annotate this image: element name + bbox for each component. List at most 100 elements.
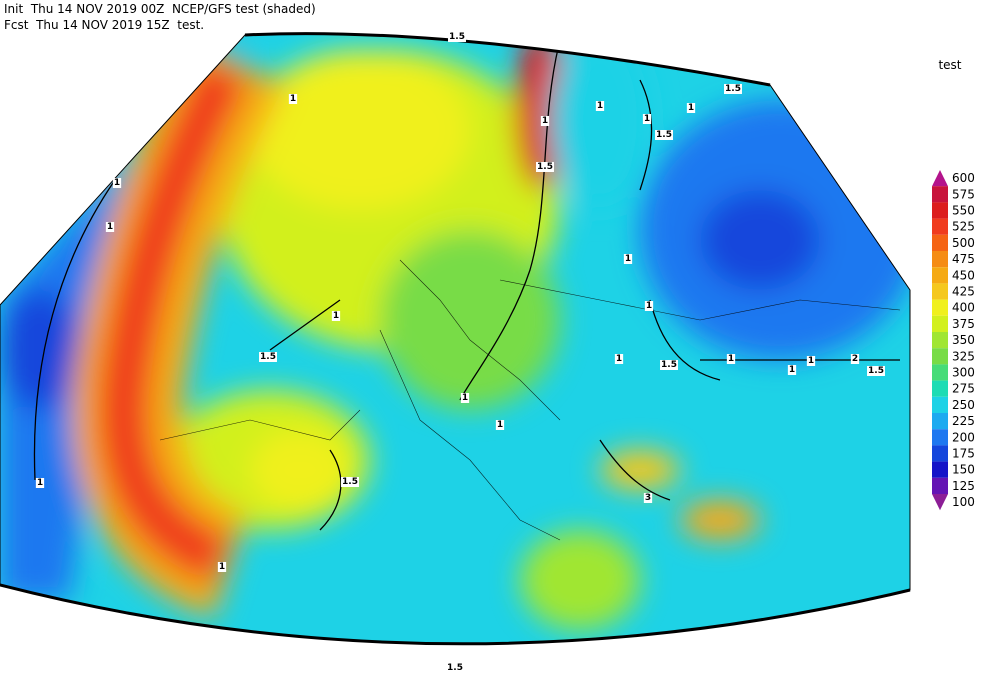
contour-label-bg — [536, 162, 554, 172]
colorbar-cell — [932, 299, 948, 316]
contour-label-bg — [217, 562, 227, 572]
contour-label: 1 — [625, 254, 631, 264]
colorbar-cell — [932, 396, 948, 413]
header-init: Init Thu 14 NOV 2019 00Z NCEP/GFS test (… — [4, 2, 316, 16]
colorbar-cell — [932, 380, 948, 397]
contour-label-bg — [644, 301, 654, 311]
contour-label-bg — [724, 84, 742, 94]
contour-label: 1 — [542, 116, 548, 126]
colorbar-label: 200 — [952, 430, 975, 444]
colorbar-label: 175 — [952, 447, 975, 461]
contour-label: 1 — [728, 354, 734, 364]
colorbar-label: 250 — [952, 398, 975, 412]
colorbar-label: 125 — [952, 479, 975, 493]
colorbar-label: 300 — [952, 366, 975, 380]
contour-label-bg — [867, 366, 885, 376]
contour-label: 1.5 — [260, 352, 276, 362]
colorbar-cell — [932, 494, 948, 511]
contour-label-bg — [806, 356, 816, 366]
contour-label-bg — [112, 178, 122, 188]
contour-label: 1 — [688, 103, 694, 113]
colorbar-cell — [932, 429, 948, 446]
colorbar-cell — [932, 348, 948, 365]
contour-label-bg — [595, 101, 605, 111]
contour-label: 1 — [333, 311, 339, 321]
colorbar-cell — [932, 170, 948, 187]
contour-label: 1 — [497, 420, 503, 430]
colorbar-label: 475 — [952, 252, 975, 266]
colorbar-cell — [932, 477, 948, 494]
colorbar-cell — [932, 332, 948, 349]
colorbar-label: 500 — [952, 236, 975, 250]
map-top-edge — [244, 32, 771, 87]
contour-label-bg — [726, 354, 736, 364]
colorbar-cell — [932, 267, 948, 284]
contour-label: 1.5 — [661, 360, 677, 370]
contour-label-bg — [686, 103, 696, 113]
contour-label: 3 — [645, 493, 651, 503]
colorbar-cell — [932, 315, 948, 332]
contour-label: 1.5 — [656, 130, 672, 140]
colorbar-cell — [932, 413, 948, 430]
contour-label: 1 — [644, 114, 650, 124]
colorbar-label: 525 — [952, 220, 975, 234]
contour-label: 1.5 — [342, 477, 358, 487]
contour-label-bg — [655, 130, 673, 140]
colorbar-label: 325 — [952, 349, 975, 363]
colorbar-label: 400 — [952, 301, 975, 315]
colorbar-cell — [932, 364, 948, 381]
colorbar-cell — [932, 445, 948, 462]
contour-label: 1 — [616, 354, 622, 364]
map-field — [0, 33, 910, 644]
legend-title: test — [938, 58, 961, 72]
contour-label: 1.5 — [447, 663, 463, 673]
contour-label: 1.5 — [537, 162, 553, 172]
colorbar-cell — [932, 202, 948, 219]
contour-label-bg — [660, 360, 678, 370]
colorbar-cell — [932, 218, 948, 235]
contour-label-bg — [35, 478, 45, 488]
contour-label: 1 — [219, 562, 225, 572]
contour-label-bg — [288, 94, 298, 104]
colorbar-label: 425 — [952, 285, 975, 299]
contour-label-bg — [341, 477, 359, 487]
colorbar-label: 375 — [952, 317, 975, 331]
header-fcst: Fcst Thu 14 NOV 2019 15Z test. — [4, 18, 204, 32]
contour-label: 1 — [107, 222, 113, 232]
contour-label: 1 — [597, 101, 603, 111]
colorbar-label: 575 — [952, 187, 975, 201]
contour-label-bg — [448, 32, 466, 42]
contour-label: 1.5 — [449, 32, 465, 42]
colorbar-cell — [932, 251, 948, 268]
colorbar-label: 150 — [952, 463, 975, 477]
contour-label-bg — [642, 114, 652, 124]
colorbar-label: 550 — [952, 204, 975, 218]
colorbar-cell — [932, 461, 948, 478]
contour-label-bg — [460, 393, 470, 403]
colorbar-label: 350 — [952, 333, 975, 347]
contour-label: 1 — [808, 356, 814, 366]
colorbar-label: 275 — [952, 382, 975, 396]
contour-label: 1 — [789, 365, 795, 375]
contour-label-bg — [495, 420, 505, 430]
contour-label: 1 — [114, 178, 120, 188]
contour-label: 1 — [37, 478, 43, 488]
contour-label-bg — [446, 663, 464, 673]
colorbar-cell — [932, 234, 948, 251]
contour-label-bg — [850, 354, 860, 364]
contour-label: 1 — [290, 94, 296, 104]
contour-label: 1.5 — [868, 366, 884, 376]
contour-label-bg — [331, 311, 341, 321]
colorbar-label: 600 — [952, 171, 975, 185]
contour-label-bg — [787, 365, 797, 375]
colorbar-label: 450 — [952, 268, 975, 282]
colorbar-cell — [932, 283, 948, 300]
contour-label: 1.5 — [725, 84, 741, 94]
map-bottom-edge — [0, 583, 911, 646]
contour-label: 1 — [462, 393, 468, 403]
contour-label-bg — [623, 254, 633, 264]
contour-label-bg — [105, 222, 115, 232]
colorbar-label: 100 — [952, 495, 975, 509]
contour-label: 1 — [646, 301, 652, 311]
